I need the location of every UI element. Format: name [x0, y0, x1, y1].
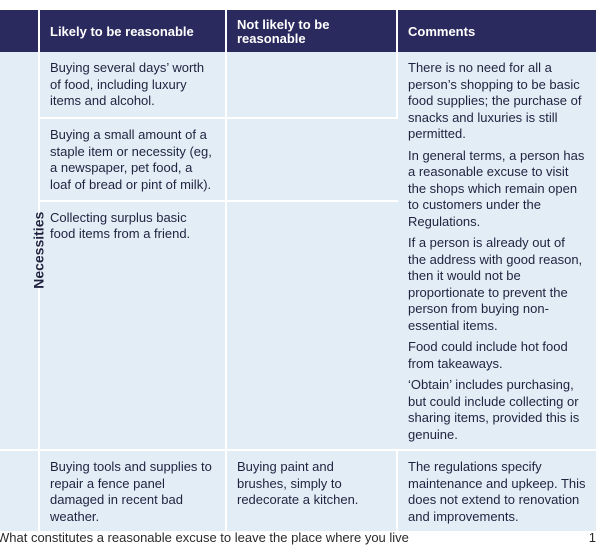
section-label-cell: Necessities	[0, 52, 46, 451]
page-footer: What constitutes a reasonable excuse to …	[0, 530, 409, 545]
comment-paragraph: Food could include hot food from takeawa…	[408, 339, 568, 371]
table-row: Buying a small amount of a staple item o…	[0, 119, 596, 202]
cell-likely: Buying a small amount of a staple item o…	[40, 119, 227, 202]
page-number: 1	[588, 530, 596, 545]
table-row: Necessities Buying several days’ worth o…	[0, 52, 596, 451]
comment-paragraph: ‘Obtain’ includes purchasing, but could …	[408, 377, 580, 442]
header-comments: Comments	[398, 10, 596, 52]
comment-paragraph: If a person is already out of the addres…	[408, 235, 583, 333]
cell-comments: The regulations specify maintenance and …	[398, 451, 596, 533]
section-label-cell-empty	[0, 451, 40, 533]
comment-paragraph: There is no need for all a person’s shop…	[408, 60, 582, 141]
cell-likely: Buying tools and supplies to repair a fe…	[40, 451, 227, 533]
cell-not-likely	[227, 119, 398, 202]
cell-not-likely	[227, 201, 398, 451]
cell-likely: Collecting surplus basic food items from…	[40, 201, 227, 451]
table-header-row: Likely to be reasonable Not likely to be…	[0, 10, 596, 52]
guidance-table-container: Likely to be reasonable Not likely to be…	[0, 10, 596, 533]
cell-not-likely: Buying paint and brushes, simply to rede…	[227, 451, 398, 533]
header-likely: Likely to be reasonable	[40, 10, 227, 52]
guidance-table: Likely to be reasonable Not likely to be…	[0, 10, 596, 533]
section-label: Necessities	[30, 211, 47, 289]
cell-not-likely	[227, 52, 398, 120]
table-row: Buying tools and supplies to repair a fe…	[0, 451, 596, 533]
cell-likely: Buying several days’ worth of food, incl…	[40, 52, 227, 120]
header-not-likely: Not likely to be reasonable	[227, 10, 398, 52]
table-row: Collecting surplus basic food items from…	[0, 201, 596, 451]
comment-paragraph: In general terms, a person has a reasona…	[408, 147, 585, 229]
header-spacer	[0, 10, 40, 52]
cell-comments-block: There is no need for all a person’s shop…	[398, 52, 596, 451]
